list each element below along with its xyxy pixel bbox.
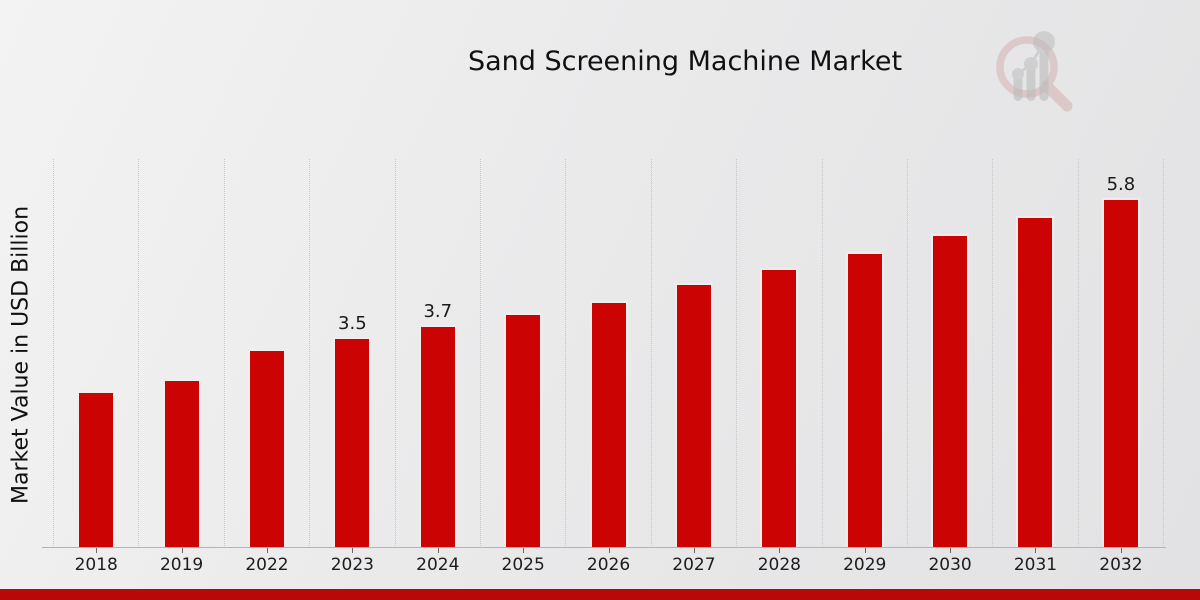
category-slot: 2027: [652, 159, 738, 575]
x-tick-label: 2032: [1099, 555, 1143, 575]
x-tick: [1120, 548, 1122, 553]
bar-2032: [1101, 198, 1140, 548]
x-tick: [523, 548, 525, 553]
bar-2018: [77, 391, 116, 548]
bar-2026: [589, 301, 628, 548]
x-tick-label: 2026: [586, 555, 631, 575]
category-slot: 3.5 2023: [310, 159, 396, 575]
x-tick: [352, 548, 354, 553]
category-slot: 5.8 2032: [1079, 159, 1165, 575]
x-tick: [779, 548, 781, 553]
category-slot: 2026: [566, 159, 652, 575]
bar-2028: [760, 268, 799, 548]
x-tick-label: 2018: [74, 555, 118, 575]
x-tick-label: 2030: [928, 555, 972, 575]
category-slot: 2028: [737, 159, 823, 575]
x-tick-label: 2029: [843, 555, 887, 575]
x-tick: [864, 548, 866, 553]
x-tick-label: 2028: [757, 555, 801, 575]
x-tick: [950, 548, 952, 553]
bar-value-label: 3.7: [423, 301, 453, 322]
x-tick-label: 2023: [330, 555, 374, 575]
bar-2030: [931, 234, 970, 548]
bar-2019: [162, 379, 201, 548]
category-slot: 2029: [823, 159, 908, 575]
bar-2023: [333, 337, 372, 548]
bar-2029: [845, 252, 884, 548]
bar-2025: [504, 313, 543, 548]
magnifier-bar-chart-logo-icon: [996, 31, 1073, 112]
category-slot: 2030: [908, 159, 994, 575]
bar-2027: [674, 283, 713, 548]
bar-value-label: 3.5: [338, 313, 367, 334]
x-tick: [266, 548, 268, 553]
bar-2024: [418, 325, 457, 548]
x-tick-label: 2027: [672, 555, 716, 575]
x-tick-label: 2019: [159, 555, 204, 575]
x-tick: [437, 548, 439, 553]
x-tick-label: 2024: [416, 555, 460, 575]
category-slot: 2025: [481, 159, 567, 575]
plot-area: 2018 2019 2022 3.5 2023 3.7 2024 2025 2026 2027 20…: [53, 159, 1165, 575]
x-tick: [181, 548, 183, 553]
x-tick: [608, 548, 610, 553]
x-tick: [96, 548, 98, 553]
bar-2031: [1016, 216, 1055, 548]
x-tick-label: 2025: [501, 555, 545, 575]
category-slot: 2018: [54, 159, 140, 575]
y-axis-label: Market Value in USD Billion: [8, 205, 34, 505]
bar-2022: [247, 349, 286, 548]
bar-value-label: 5.8: [1106, 174, 1136, 195]
x-axis-line: [42, 547, 1166, 548]
x-tick: [693, 548, 695, 553]
x-tick-label: 2031: [1013, 555, 1058, 575]
category-slot: 2022: [225, 159, 311, 575]
category-slot: 2019: [139, 159, 225, 575]
chart-title: Sand Screening Machine Market: [467, 46, 903, 77]
x-tick-label: 2022: [245, 555, 289, 575]
category-slot: 2031: [993, 159, 1079, 575]
footer-strip: [0, 589, 1200, 600]
category-slot: 3.7 2024: [396, 159, 481, 575]
x-tick: [1035, 548, 1037, 553]
